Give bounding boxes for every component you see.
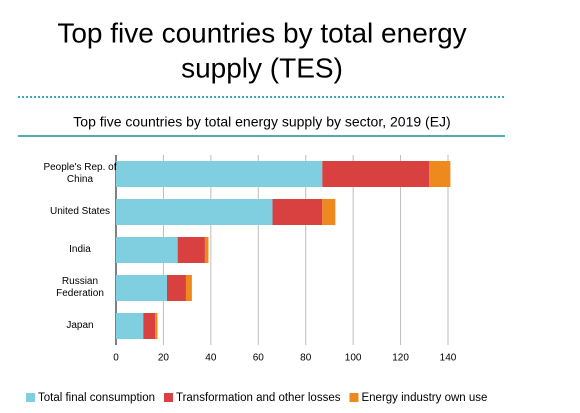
y-tick-label: People's Rep. of China — [43, 162, 117, 185]
x-tick-label: 80 — [300, 353, 312, 364]
y-tick-label: United States — [49, 206, 111, 217]
bar-segment — [177, 237, 205, 263]
x-tick-label: 60 — [253, 353, 265, 364]
bar-segment — [116, 275, 167, 301]
chart-title: Top five countries by total energy suppl… — [73, 114, 450, 130]
legend-swatch — [26, 393, 35, 402]
x-tick-label: 140 — [440, 353, 457, 364]
legend-label: Total final consumption — [38, 392, 155, 404]
bar-segment — [116, 313, 144, 339]
bar-segment — [322, 199, 336, 225]
bar-segment — [116, 199, 273, 225]
bar-segment — [116, 237, 178, 263]
y-tick-label: Russian Federation — [56, 276, 104, 299]
legend-swatch — [349, 393, 359, 402]
bar-segment — [116, 161, 323, 187]
bar-segment — [155, 313, 158, 339]
x-tick-label: 20 — [158, 353, 170, 364]
legend-swatch — [163, 393, 173, 402]
page-title: Top five countries by total energy — [57, 17, 466, 48]
bar-segment — [166, 275, 186, 301]
bar-segment — [143, 313, 156, 339]
legend-label: Transformation and other losses — [176, 392, 341, 404]
bar-segment — [204, 237, 209, 263]
x-tick-label: 120 — [392, 353, 409, 364]
legend-label: Energy industry own use — [361, 392, 487, 404]
y-tick-label: Japan — [66, 320, 94, 331]
x-tick-label: 0 — [113, 353, 119, 364]
y-tick-label: India — [69, 244, 91, 255]
page-title: supply (TES) — [181, 52, 343, 83]
x-tick-label: 40 — [205, 353, 217, 364]
x-tick-label: 100 — [345, 353, 362, 364]
bar-segment — [322, 161, 430, 187]
bar-segment — [429, 161, 451, 187]
bar-segment — [185, 275, 192, 301]
bar-segment — [272, 199, 323, 225]
